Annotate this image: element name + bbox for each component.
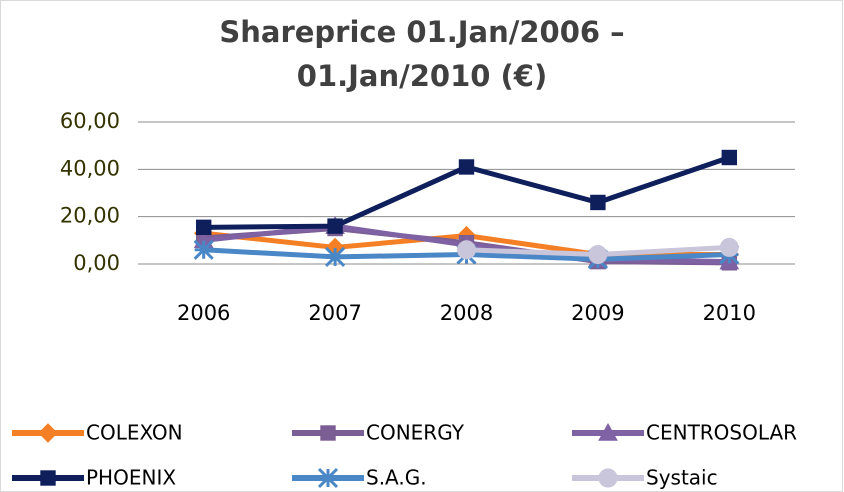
marker [320, 425, 336, 441]
marker [38, 423, 58, 443]
chart-title: Shareprice 01.Jan/2006 – 01.Jan/2010 (€) [219, 15, 625, 93]
marker [196, 219, 212, 236]
marker [721, 149, 737, 166]
y-tick-label: 60,00 [60, 109, 120, 133]
marker [40, 470, 56, 486]
marker [590, 194, 606, 211]
marker [317, 467, 339, 489]
marker [457, 240, 476, 260]
legend-label: S.A.G. [366, 466, 427, 490]
x-tick-label: 2010 [703, 301, 756, 325]
y-tick-label: 20,00 [60, 204, 120, 228]
legend-label: COLEXON [86, 421, 183, 445]
legend-label: PHOENIX [86, 466, 176, 490]
y-tick-label: 0,00 [73, 251, 120, 275]
marker [598, 422, 618, 441]
legend-label: CONERGY [366, 421, 465, 445]
marker [598, 468, 618, 488]
legend-label: CENTROSOLAR [646, 421, 797, 445]
x-tick-label: 2006 [177, 301, 230, 325]
x-tick-label: 2009 [571, 301, 624, 325]
x-tick-label: 2008 [440, 301, 493, 325]
marker [458, 159, 475, 175]
marker [719, 237, 739, 257]
x-tick-label: 2007 [308, 301, 361, 325]
y-tick-label: 40,00 [60, 156, 120, 180]
marker [588, 245, 608, 265]
marker [193, 239, 214, 260]
marker [325, 246, 346, 267]
marker [327, 218, 343, 234]
legend-label: Systaic [646, 466, 718, 490]
